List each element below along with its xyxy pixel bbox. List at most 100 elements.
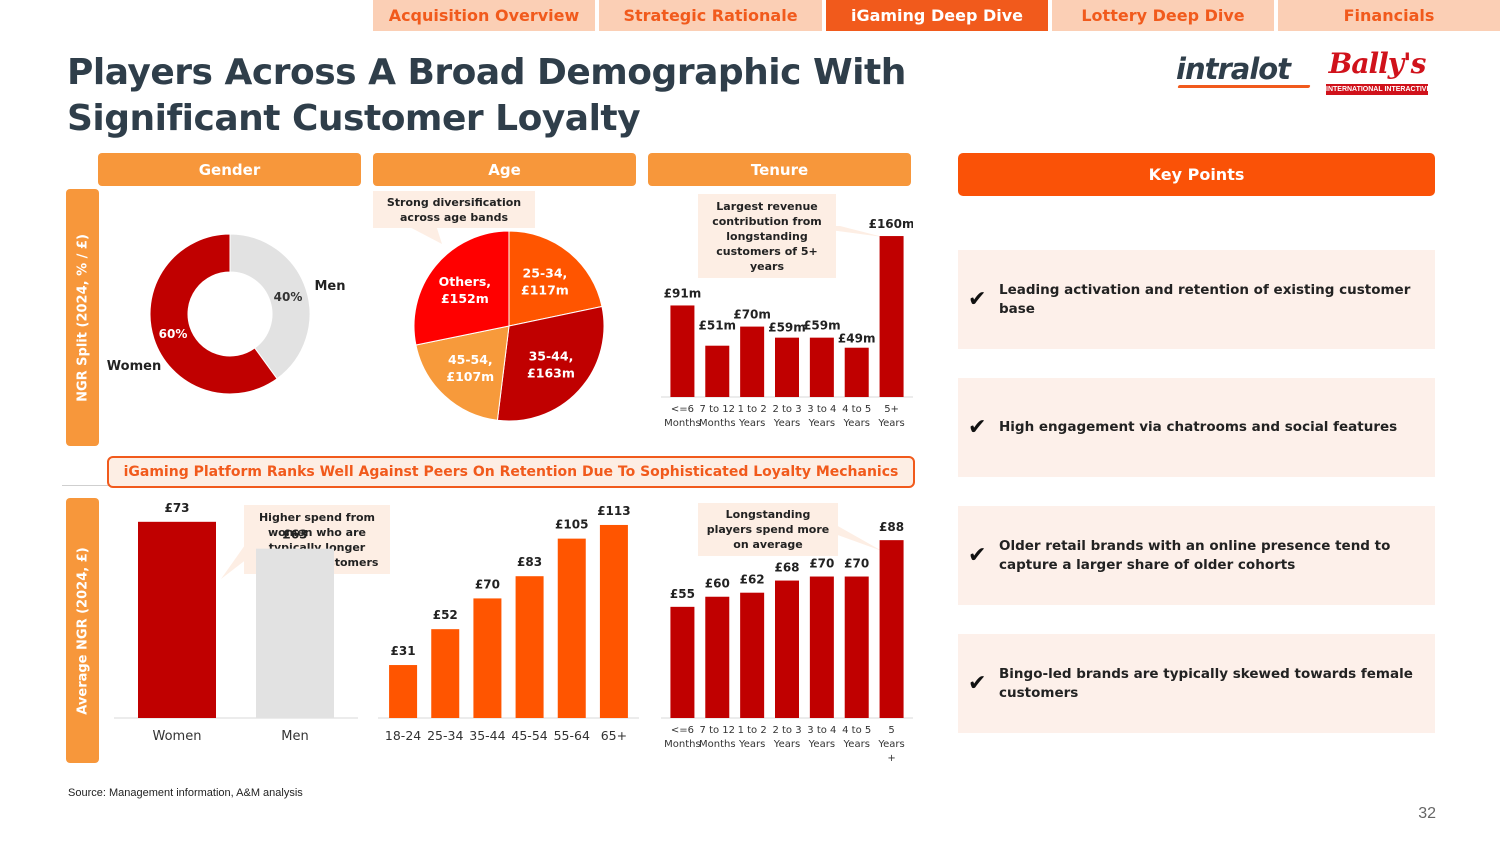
category-tick-label: 7 to 12 Months xyxy=(699,725,736,750)
donut-category-label: Women xyxy=(107,359,161,374)
bar-value-label: £160m xyxy=(869,217,913,231)
retention-banner: iGaming Platform Ranks Well Against Peer… xyxy=(107,456,915,488)
donut-value-label: 60% xyxy=(159,327,188,341)
bar-value-label: £59m xyxy=(768,321,806,335)
bar xyxy=(809,576,834,718)
bar xyxy=(809,337,834,397)
bar xyxy=(844,576,869,718)
category-tick-label: 18-24 xyxy=(385,728,421,743)
intralot-logo: intralot xyxy=(1176,52,1316,92)
intralot-logo-text: intralot xyxy=(1176,52,1291,86)
bar-value-label: £70 xyxy=(844,557,869,571)
pie-slice xyxy=(413,230,510,346)
bar-value-label: £49m xyxy=(838,332,876,346)
bar-value-label: £105 xyxy=(555,518,588,532)
key-point-text: Bingo-led brands are typically skewed to… xyxy=(999,665,1413,701)
bar-value-label: £59m xyxy=(803,319,841,333)
donut-slice-women xyxy=(149,233,278,395)
page-title: Players Across A Broad Demographic With … xyxy=(67,52,906,139)
key-point-item: ✔ Leading activation and retention of ex… xyxy=(958,250,1435,349)
checkmark-icon: ✔ xyxy=(968,543,987,568)
category-tick-label: 4 to 5 Years xyxy=(842,725,871,750)
bar xyxy=(740,326,765,397)
gender-header: Gender xyxy=(98,153,361,186)
bar xyxy=(515,576,544,718)
tenure-header: Tenure xyxy=(648,153,911,186)
key-point-item: ✔ Bingo-led brands are typically skewed … xyxy=(958,634,1435,733)
bar xyxy=(670,305,695,397)
gender-avg-bar-chart: £73 Women £63 Men xyxy=(114,501,358,744)
bar-value-label: £68 xyxy=(774,561,799,575)
bar xyxy=(775,580,799,718)
bar xyxy=(879,236,904,397)
age-split-pie-chart: 25-34, £117m 35-44, £163m 45-54, £107m Others,… xyxy=(413,230,605,422)
category-tick-label: 65+ xyxy=(601,728,627,743)
checkmark-icon: ✔ xyxy=(968,287,987,312)
tab-lottery-deep-dive[interactable]: Lottery Deep Dive xyxy=(1052,0,1274,31)
category-tick-label: 3 to 4 Years xyxy=(807,725,836,750)
key-point-text: Older retail brands with an online prese… xyxy=(999,537,1391,573)
bar xyxy=(740,592,765,718)
donut-slice-men xyxy=(229,233,311,380)
pie-slice xyxy=(508,230,603,327)
bar xyxy=(138,521,216,718)
category-tick-label: 35-44 xyxy=(469,728,505,743)
divider xyxy=(62,485,110,486)
category-tick-label: 5+ Years xyxy=(877,404,904,429)
bar-value-label: £83 xyxy=(517,555,542,569)
age-avg-bar-chart: £31 18-24 £52 25-34 £70 35-44 £83 45-54 £105 55-6… xyxy=(378,504,639,743)
category-tick-label: 1 to 2 Years xyxy=(738,404,767,429)
pie-slice-label: 45-54, £107m xyxy=(446,352,494,384)
key-point-item: ✔ High engagement via chatrooms and soci… xyxy=(958,378,1435,477)
bar-value-label: £88 xyxy=(879,520,904,534)
key-points-header: Key Points xyxy=(958,153,1435,196)
category-tick-label: 45-54 xyxy=(511,728,547,743)
key-point-item: ✔ Older retail brands with an online pre… xyxy=(958,506,1435,605)
avg-ngr-side-label: Average NGR (2024, £) xyxy=(66,498,99,763)
bar-value-label: £52 xyxy=(433,608,458,622)
tenure-callout: Largest revenue contribution from longst… xyxy=(698,194,836,278)
category-tick-label: 4 to 5 Years xyxy=(842,404,871,429)
bar xyxy=(670,606,695,718)
checkmark-icon: ✔ xyxy=(968,671,987,696)
category-tick-label: 1 to 2 Years xyxy=(738,725,767,750)
donut-category-label: Men xyxy=(314,279,345,294)
category-tick-label: 2 to 3 Years xyxy=(772,725,801,750)
bar-value-label: £70 xyxy=(475,577,500,591)
pie-slice-label: Others, £152m xyxy=(439,274,491,306)
tab-strategic-rationale[interactable]: Strategic Rationale xyxy=(599,0,822,31)
category-tick-label: 3 to 4 Years xyxy=(807,404,836,429)
ngr-split-side-label: NGR Split (2024, % / £) xyxy=(66,189,99,446)
bar xyxy=(844,347,869,397)
tab-igaming-deep-dive[interactable]: iGaming Deep Dive xyxy=(826,0,1048,31)
bar-value-label: £113 xyxy=(597,504,630,518)
tab-financials[interactable]: Financials xyxy=(1278,0,1500,31)
ballys-logo-text: Bally's xyxy=(1328,47,1427,80)
pie-slice-label: 25-34, £117m xyxy=(521,266,569,298)
category-tick-label: 5 Years + xyxy=(877,725,904,764)
bar xyxy=(705,345,730,397)
bar xyxy=(557,538,586,718)
category-tick-label: 7 to 12 Months xyxy=(699,404,736,429)
age-header: Age xyxy=(373,153,636,186)
bar xyxy=(599,524,628,718)
age-callout: Strong diversification across age bands xyxy=(373,191,535,228)
pie-slice xyxy=(415,325,510,421)
bar xyxy=(256,548,334,718)
bar-value-label: £51m xyxy=(699,319,737,333)
tab-acquisition-overview[interactable]: Acquisition Overview xyxy=(373,0,595,31)
bar-value-label: £73 xyxy=(164,501,189,515)
bar-value-label: £62 xyxy=(740,573,765,587)
category-tick-label: <=6 Months xyxy=(664,725,701,750)
bar xyxy=(879,540,904,718)
tenure-avg-callout: Longstanding players spend more on avera… xyxy=(698,503,838,556)
pie-slice-label: 35-44, £163m xyxy=(527,349,575,381)
bar xyxy=(389,665,418,718)
category-tick-label: Men xyxy=(281,729,308,744)
ballys-logo-subtitle: INTERNATIONAL INTERACTIVE xyxy=(1326,84,1432,95)
source-note: Source: Management information, A&M anal… xyxy=(68,787,303,799)
key-point-text: Leading activation and retention of exis… xyxy=(999,281,1411,317)
key-point-text: High engagement via chatrooms and social… xyxy=(999,419,1398,435)
tenure-avg-bar-chart: £55 <=6 Months £60 7 to 12 Months £62 1 to 2 Yea… xyxy=(661,520,913,764)
donut-value-label: 40% xyxy=(274,290,303,304)
